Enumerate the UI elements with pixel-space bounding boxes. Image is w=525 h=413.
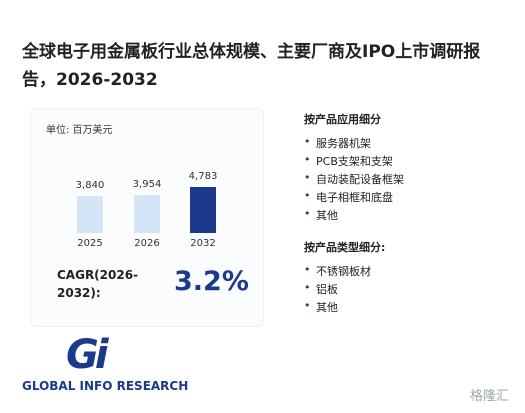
bar bbox=[77, 196, 103, 233]
segment-item: 电子相框和底盘 • bbox=[304, 189, 393, 204]
segment-title: 按产品类型细分: bbox=[304, 241, 386, 254]
segment-item: PCB支架和支架 • bbox=[304, 153, 393, 168]
bullet: • bbox=[304, 299, 311, 312]
segment-item: 服务器机架 • bbox=[304, 135, 371, 150]
bar-chart: 3,840 2025 3,954 2026 4,783 2032 bbox=[76, 171, 218, 249]
x-tick-label: 2026 bbox=[134, 238, 159, 249]
segment-item: 自动装配设备框架 • bbox=[304, 171, 404, 186]
bullet: • bbox=[304, 153, 311, 166]
value-label: 4,783 bbox=[189, 171, 218, 182]
logo-mark: Gi bbox=[66, 332, 109, 378]
watermark: 格隆汇 bbox=[470, 389, 510, 404]
bar bbox=[134, 194, 160, 233]
value-label: 3,954 bbox=[133, 179, 162, 190]
unit-label: 单位: 百万美元 bbox=[46, 125, 113, 136]
bullet: • bbox=[304, 263, 311, 276]
bar bbox=[190, 187, 216, 233]
value-label: 3,840 bbox=[76, 180, 105, 191]
bullet: • bbox=[304, 135, 311, 148]
x-tick-label: 2032 bbox=[190, 238, 215, 249]
segment-item: 铝板 • bbox=[304, 281, 338, 296]
bullet: • bbox=[304, 207, 311, 220]
segment-item: 不锈钢板材 • bbox=[304, 263, 371, 278]
bullet: • bbox=[304, 171, 311, 184]
title: 全球电子用金属板行业总体规模、主要厂商及IPO上市调研报告，2026-2032 bbox=[22, 42, 481, 90]
logo-text: GLOBAL INFO RESEARCH bbox=[22, 379, 189, 393]
bullet: • bbox=[304, 189, 311, 202]
bullet: • bbox=[304, 281, 311, 294]
x-tick-label: 2025 bbox=[77, 238, 102, 249]
segment-item: 其他 • bbox=[304, 207, 338, 222]
cagr-label: CAGR(2026-2032): bbox=[57, 268, 139, 300]
segment-item: 其他 • bbox=[304, 299, 338, 314]
segment-title: 按产品应用细分 bbox=[304, 113, 381, 126]
cagr-value: 3.2% bbox=[174, 266, 249, 297]
